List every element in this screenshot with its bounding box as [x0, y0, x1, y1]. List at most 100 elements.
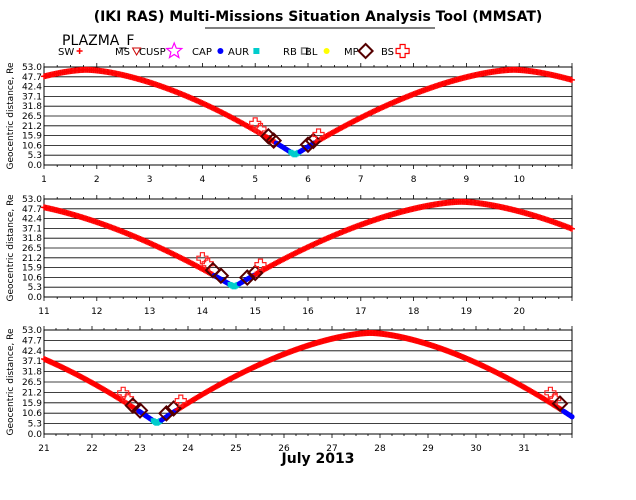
- x-tick-label: 7: [358, 175, 364, 185]
- boundary-marker-bs: [549, 392, 562, 405]
- panels: Geocentric distance, Re 0.05.310.615.921.…: [6, 62, 575, 454]
- legend-symbol-ms-icon: [131, 47, 142, 57]
- legend-label-bl: BL: [305, 47, 318, 58]
- x-tick-label: 9: [464, 175, 470, 185]
- legend-symbol-bl-icon: [323, 48, 330, 54]
- boundary-marker-mp: [131, 402, 149, 419]
- x-tick-label: 28: [374, 444, 386, 454]
- legend-symbol-cap-icon: [217, 48, 224, 54]
- y-tick-label: 5.3: [28, 283, 42, 293]
- boundary-marker-bs: [117, 386, 130, 399]
- x-tick-label: 12: [91, 307, 102, 317]
- legend-label-mp: MP: [344, 47, 359, 58]
- y-tick-label: 47.7: [22, 205, 42, 215]
- legend-symbol-bs-icon: [395, 43, 410, 59]
- y-tick-label: 10.6: [22, 409, 42, 419]
- y-tick-label: 42.4: [22, 347, 42, 357]
- y-tick-label: 26.5: [22, 112, 42, 122]
- x-tick-label: 16: [302, 307, 314, 317]
- panel-1: Geocentric distance, Re 0.05.310.615.921.…: [6, 62, 575, 185]
- panel-2: Geocentric distance, Re 0.05.310.615.921.…: [6, 194, 575, 317]
- legend-label-aur: AUR: [228, 47, 249, 58]
- boundary-marker-bs: [174, 394, 187, 407]
- y-tick-label: 5.3: [28, 151, 42, 161]
- boundary-marker-mp: [157, 404, 175, 422]
- boundary-marker-mp: [304, 132, 322, 150]
- panel-3: Geocentric distance, Re 0.05.310.615.921.…: [6, 326, 575, 454]
- y-axis-label: Geocentric distance, Re: [6, 62, 16, 169]
- orbit-point: [569, 225, 575, 232]
- legend: SW MS CUSP CAP AUR RB BL MP BS: [58, 41, 410, 60]
- boundary-marker-mp: [238, 269, 256, 286]
- boundary-marker-mp: [299, 136, 317, 154]
- y-tick-label: 26.5: [22, 244, 42, 254]
- boundary-marker-mp: [551, 395, 569, 412]
- legend-symbol-cusp-icon: [165, 41, 184, 59]
- y-tick-label: 10.6: [22, 273, 42, 283]
- boundary-marker-bs: [196, 252, 209, 265]
- x-tick-label: 27: [326, 444, 337, 454]
- boundary-marker-mp: [204, 261, 222, 279]
- y-tick-label: 26.5: [22, 378, 42, 388]
- x-tick-label: 29: [422, 444, 434, 454]
- x-tick-label: 1: [41, 175, 47, 185]
- x-tick-label: 26: [278, 444, 290, 454]
- y-axis-label: Geocentric distance, Re: [6, 328, 16, 435]
- panel-frame: [43, 329, 573, 435]
- boundary-marker-bs: [312, 128, 325, 141]
- month-label: July 2013: [281, 451, 355, 467]
- x-tick-label: 2: [94, 175, 100, 185]
- y-tick-label: 10.6: [22, 141, 42, 151]
- legend-label-bs: BS: [381, 47, 394, 58]
- legend-label-cusp: CUSP: [139, 47, 166, 58]
- orbit-trace: [41, 198, 575, 290]
- y-tick-label: 37.1: [22, 92, 42, 102]
- orbit-trace: [41, 329, 575, 426]
- x-tick-label: 20: [513, 307, 525, 317]
- boundary-marker-mp: [265, 132, 283, 150]
- panel-frame: [43, 66, 573, 166]
- y-tick-label: 0.0: [28, 293, 43, 303]
- y-tick-label: 15.9: [22, 132, 42, 142]
- y-tick-label: 15.9: [22, 264, 42, 274]
- x-tick-label: 8: [411, 175, 417, 185]
- legend-symbol-rb-icon: [300, 47, 309, 55]
- y-tick-label: 31.8: [22, 234, 42, 244]
- y-tick-label: 5.3: [28, 420, 42, 430]
- boundary-marker-bs: [254, 258, 267, 271]
- y-tick-label: 0.0: [28, 430, 43, 440]
- x-tick-label: 31: [518, 444, 529, 454]
- legend-label-ms: MS: [115, 47, 130, 58]
- x-tick-label: 10: [513, 175, 525, 185]
- x-tick-label: 15: [249, 307, 260, 317]
- x-tick-label: 25: [230, 444, 241, 454]
- y-tick-label: 53.0: [22, 63, 42, 73]
- boundary-marker-mp: [212, 267, 230, 285]
- y-tick-label: 42.4: [22, 215, 42, 225]
- x-tick-label: 11: [38, 307, 49, 317]
- boundary-marker-bs: [121, 392, 135, 405]
- x-tick-label: 14: [197, 307, 209, 317]
- boundary-marker-bs: [201, 257, 214, 270]
- legend-label-sw: SW: [58, 47, 74, 58]
- y-tick-label: 37.1: [22, 224, 42, 234]
- y-tick-label: 31.8: [22, 102, 42, 112]
- x-tick-label: 21: [38, 444, 49, 454]
- legend-label-rb: RB: [283, 47, 297, 58]
- x-tick-label: 24: [182, 444, 194, 454]
- x-tick-label: 6: [305, 175, 311, 185]
- x-tick-label: 19: [461, 307, 473, 317]
- x-tick-label: 13: [144, 307, 155, 317]
- panel-frame: [43, 198, 573, 298]
- y-tick-label: 21.2: [22, 254, 42, 264]
- y-tick-label: 31.8: [22, 368, 42, 378]
- legend-label-cap: CAP: [192, 47, 212, 58]
- orbit-point: [569, 414, 575, 420]
- y-axis-label: Geocentric distance, Re: [6, 194, 16, 301]
- y-tick-label: 47.7: [22, 73, 42, 83]
- y-tick-label: 53.0: [22, 195, 42, 205]
- boundary-marker-bs: [249, 117, 262, 130]
- y-tick-label: 37.1: [22, 357, 42, 367]
- x-tick-label: 30: [470, 444, 482, 454]
- mission-label: PLAZMA_F: [62, 33, 134, 49]
